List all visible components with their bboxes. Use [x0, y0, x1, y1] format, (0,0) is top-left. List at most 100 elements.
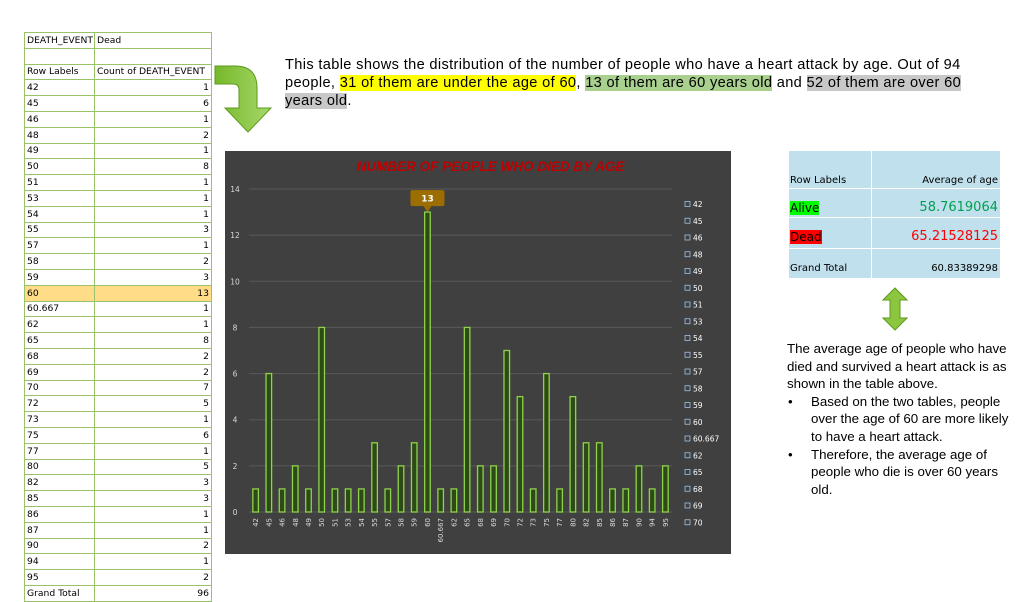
y-tick-label: 8 [233, 323, 238, 332]
x-tick-label: 59 [411, 518, 419, 527]
pivot-data-row: 60 13 [24, 284, 212, 302]
x-tick-label: 87 [622, 518, 630, 527]
pivot-value-cell: 3 [94, 474, 212, 492]
pivot-data-row: 62 1 [24, 316, 212, 334]
pivot-label-cell: 50 [24, 158, 95, 176]
pivot-data-row: 86 1 [24, 505, 212, 523]
pivot-value-cell: 5 [94, 458, 212, 476]
legend-swatch [684, 452, 691, 459]
x-tick-label: 73 [530, 518, 538, 527]
pivot-data-row: 85 3 [24, 490, 212, 507]
pivot-value-cell: 1 [94, 300, 212, 318]
x-tick-label: 53 [345, 518, 353, 527]
bar [635, 465, 643, 513]
pivot-data-row: 94 1 [24, 553, 212, 571]
legend-swatch [684, 284, 691, 291]
bar [437, 488, 445, 513]
pivot-label-cell: 80 [24, 458, 95, 476]
pivot-value-cell: 1 [94, 189, 212, 207]
pivot-value-cell: 1 [94, 237, 212, 255]
pivot-label-cell: 60.667 [24, 300, 95, 318]
pivot-label-cell: 42 [24, 79, 95, 97]
pivot-value-cell: 2 [94, 347, 212, 365]
x-tick-label: 55 [371, 518, 379, 527]
bullet-symbol: • [788, 393, 793, 409]
x-tick-label: 60 [424, 518, 432, 527]
bar [595, 442, 603, 513]
pivot-data-row: 51 1 [24, 174, 212, 191]
note-bullet: • Therefore, the average age of people wh… [788, 446, 999, 497]
bar [556, 488, 564, 513]
legend-label: 62 [693, 451, 703, 460]
pivot-value-cell: 13 [94, 284, 212, 302]
pivot-data-row: 65 8 [24, 332, 212, 349]
pivot-label-cell: 51 [24, 174, 95, 191]
pivot-data-row: 60.667 1 [24, 300, 212, 318]
pivot-label-cell: 95 [24, 569, 95, 586]
x-tick-label: 46 [279, 517, 287, 526]
pivot-data-row: 82 3 [24, 474, 212, 492]
bar [450, 488, 458, 513]
pivot-value-cell: 1 [94, 553, 212, 571]
legend-swatch [684, 318, 691, 325]
avg-row-header: Row Labels [790, 175, 847, 186]
pivot-total-row: Grand Total 96 [24, 584, 212, 602]
bar [357, 488, 365, 513]
pivot-value-cell: 1 [94, 174, 212, 191]
pivot-data-row: 90 2 [24, 537, 212, 555]
legend-swatch [684, 418, 691, 425]
bar [331, 488, 339, 513]
bar [648, 488, 656, 513]
pivot-label-cell: 87 [24, 521, 95, 539]
pivot-label-cell: 58 [24, 253, 95, 270]
bar [569, 395, 577, 513]
pivot-value-cell: 1 [94, 411, 212, 428]
avg-row-dead-value: 65.21528125 [911, 229, 998, 244]
x-tick-label: 95 [662, 518, 670, 527]
pivot-data-row: 69 2 [24, 363, 212, 381]
bar [318, 326, 326, 513]
x-tick-label: 82 [583, 518, 591, 527]
legend-swatch [684, 335, 691, 341]
pivot-data-row: 49 1 [24, 142, 212, 160]
pivot-value-cell [94, 47, 212, 65]
bullet-symbol: • [788, 446, 793, 462]
pivot-label-cell: 46 [24, 110, 95, 128]
pivot-label-cell: 82 [24, 474, 95, 492]
legend-swatch [684, 251, 691, 258]
pivot-label-cell: 60 [24, 284, 95, 302]
legend-swatch [684, 268, 691, 274]
bar [622, 488, 630, 513]
pivot-label-cell: 55 [24, 221, 95, 239]
legend-label: 70 [693, 518, 703, 527]
pivot-label-cell: 73 [24, 411, 95, 428]
deaths-by-age-chart[interactable]: NUMBER OF PEOPLE WHO DIED BY AGE 0 2 4 6 8 10 1… [225, 151, 731, 554]
legend-label: 48 [693, 250, 703, 259]
avg-row-alive-value: 58.7619064 [919, 200, 998, 215]
chart-title: NUMBER OF PEOPLE WHO DIED BY AGE [357, 159, 626, 174]
legend-swatch [684, 469, 691, 475]
bent-arrow-icon [214, 65, 273, 133]
pivot-data-row: 75 6 [24, 426, 212, 444]
y-tick-label: 6 [233, 370, 238, 379]
pivot-label-cell: 45 [24, 95, 95, 112]
legend-label: 46 [693, 234, 703, 243]
pivot-value-cell: 2 [94, 253, 212, 270]
bar [344, 488, 352, 513]
pivot-value-cell: 1 [94, 79, 212, 97]
pivot-label-cell: 72 [24, 395, 95, 413]
pivot-value-cell: 3 [94, 268, 212, 286]
legend-swatch [684, 502, 691, 509]
pivot-label-cell: 53 [24, 189, 95, 207]
pivot-label-cell: 54 [24, 205, 95, 223]
x-tick-label: 75 [543, 518, 551, 527]
pivot-value-cell: 8 [94, 158, 212, 176]
legend-label: 60.667 [693, 435, 719, 444]
pivot-data-row: 45 6 [24, 95, 212, 112]
up-down-arrow-icon [882, 287, 908, 331]
x-tick-label: 42 [252, 518, 260, 527]
bar [542, 372, 550, 513]
chart-description: This table shows the distribution of the… [285, 57, 962, 109]
x-tick-label: 49 [305, 518, 313, 527]
bar [529, 488, 537, 513]
